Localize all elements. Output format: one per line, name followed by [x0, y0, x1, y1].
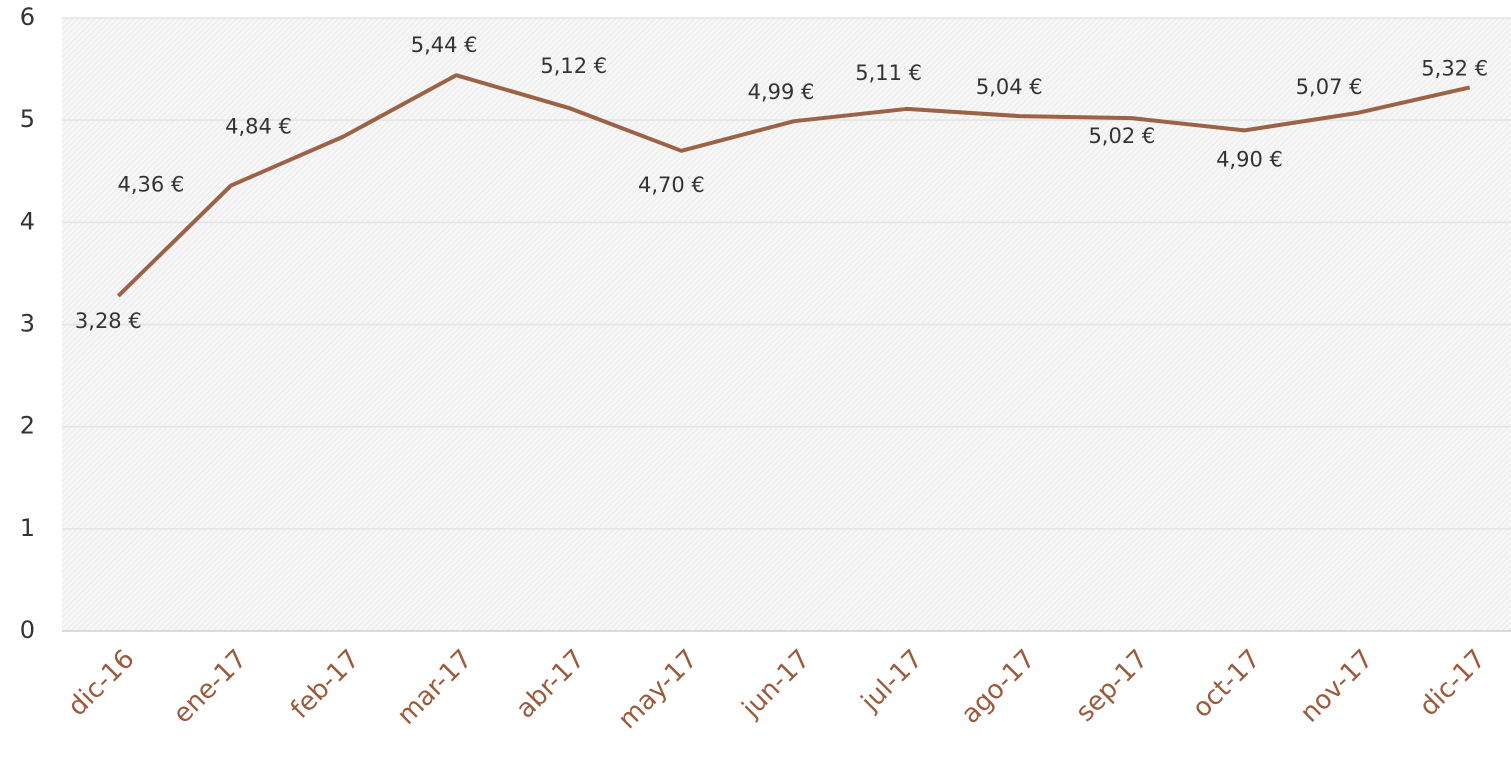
data-label: 5,32 € [1421, 56, 1488, 80]
y-tick-label: 4 [20, 207, 35, 235]
y-tick-label: 5 [20, 105, 35, 133]
data-label: 5,02 € [1088, 124, 1155, 148]
x-tick-label: dic-16 [62, 644, 140, 722]
y-tick-label: 6 [20, 3, 35, 31]
data-label: 5,11 € [855, 61, 922, 85]
data-label: 5,07 € [1296, 75, 1363, 99]
data-label: 5,44 € [411, 33, 478, 57]
x-tick-label: dic-17 [1414, 644, 1492, 722]
data-label: 5,04 € [976, 75, 1043, 99]
data-label: 4,90 € [1216, 147, 1283, 171]
y-tick-label: 3 [20, 310, 35, 338]
x-tick-label: abr-17 [510, 644, 591, 725]
data-label: 4,84 € [225, 115, 292, 139]
data-label: 3,28 € [75, 309, 142, 333]
x-tick-label: jul-17 [855, 644, 929, 718]
x-tick-label: sep-17 [1070, 644, 1154, 728]
line [116, 73, 1471, 298]
y-tick-label: 0 [20, 616, 35, 644]
x-tick-label: oct-17 [1187, 644, 1267, 724]
data-label: 4,99 € [748, 80, 815, 104]
x-tick-label: ene-17 [168, 644, 254, 730]
data-label: 5,12 € [540, 54, 607, 78]
data-label: 4,70 € [638, 173, 705, 197]
data-label: 4,36 € [118, 173, 185, 197]
x-tick-label: may-17 [613, 644, 704, 735]
x-tick-label: nov-17 [1295, 644, 1380, 729]
x-tick-label: mar-17 [392, 644, 479, 731]
x-tick-label: jun-17 [736, 644, 816, 724]
y-tick-label: 2 [20, 412, 35, 440]
y-tick-label: 1 [20, 514, 35, 542]
x-tick-label: ago-17 [956, 644, 1042, 730]
x-tick-label: feb-17 [285, 644, 366, 725]
